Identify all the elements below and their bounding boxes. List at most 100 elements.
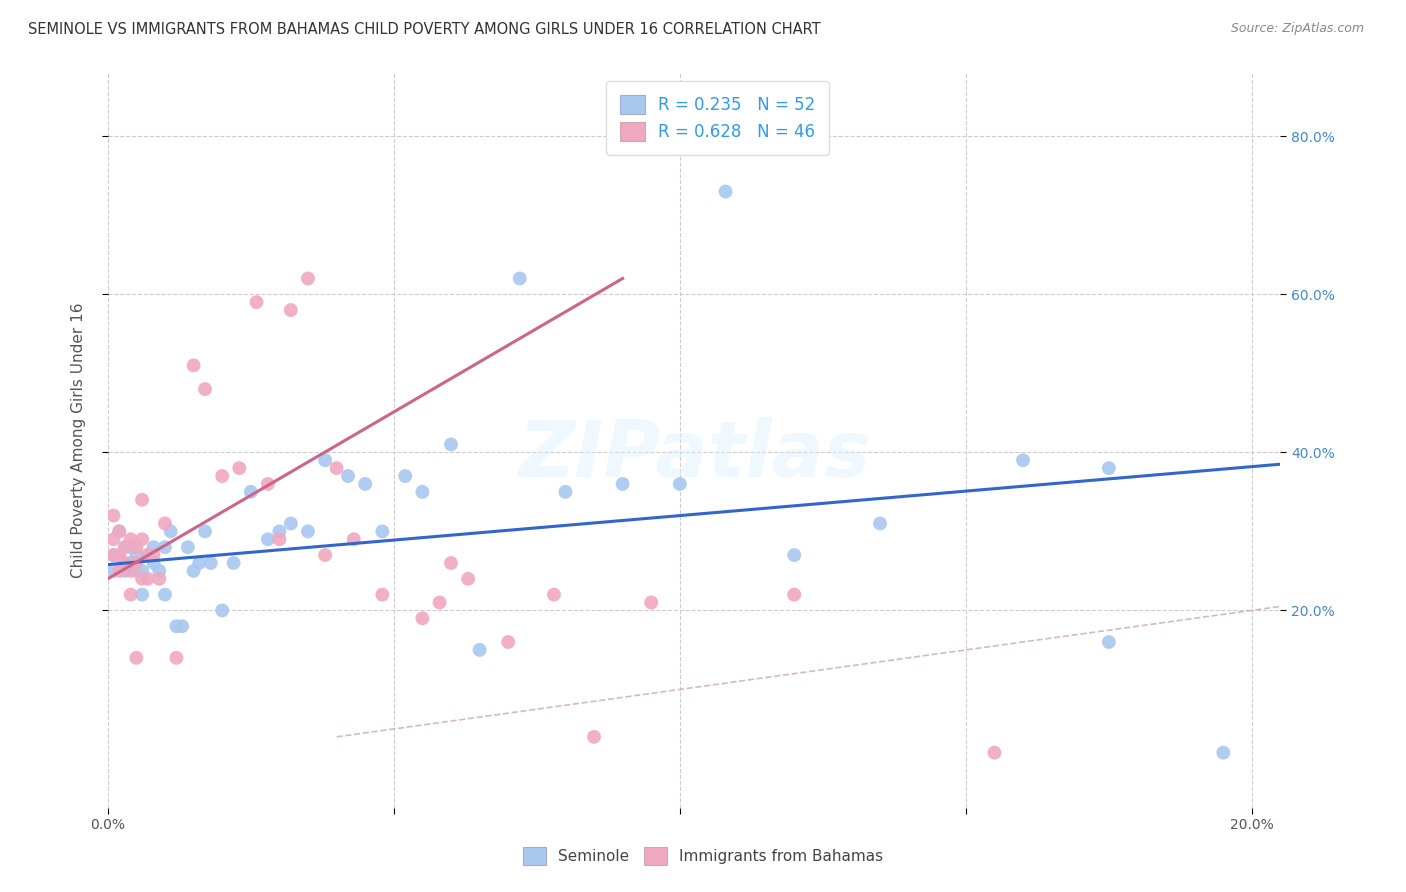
- Point: [142, 540, 165, 554]
- Point: [142, 548, 165, 562]
- Point: [669, 477, 692, 491]
- Point: [131, 533, 153, 547]
- Point: [120, 556, 142, 570]
- Point: [1098, 461, 1121, 475]
- Point: [468, 643, 491, 657]
- Point: [543, 588, 565, 602]
- Point: [103, 548, 125, 562]
- Point: [103, 533, 125, 547]
- Point: [108, 564, 131, 578]
- Point: [297, 271, 319, 285]
- Point: [114, 556, 136, 570]
- Point: [120, 540, 142, 554]
- Point: [165, 619, 187, 633]
- Point: [194, 524, 217, 539]
- Point: [103, 548, 125, 562]
- Point: [125, 650, 148, 665]
- Point: [125, 556, 148, 570]
- Point: [783, 588, 806, 602]
- Point: [103, 564, 125, 578]
- Point: [582, 730, 605, 744]
- Text: ZIPatlas: ZIPatlas: [517, 417, 870, 493]
- Point: [114, 540, 136, 554]
- Point: [1212, 746, 1234, 760]
- Point: [509, 271, 531, 285]
- Point: [148, 572, 170, 586]
- Point: [136, 572, 159, 586]
- Point: [148, 564, 170, 578]
- Point: [783, 548, 806, 562]
- Point: [142, 556, 165, 570]
- Point: [211, 469, 233, 483]
- Point: [640, 595, 662, 609]
- Point: [125, 564, 148, 578]
- Point: [222, 556, 245, 570]
- Point: [114, 564, 136, 578]
- Point: [371, 524, 394, 539]
- Point: [496, 635, 519, 649]
- Text: SEMINOLE VS IMMIGRANTS FROM BAHAMAS CHILD POVERTY AMONG GIRLS UNDER 16 CORRELATI: SEMINOLE VS IMMIGRANTS FROM BAHAMAS CHIL…: [28, 22, 821, 37]
- Point: [269, 533, 291, 547]
- Point: [136, 548, 159, 562]
- Point: [612, 477, 634, 491]
- Point: [131, 564, 153, 578]
- Point: [314, 453, 336, 467]
- Point: [108, 524, 131, 539]
- Point: [125, 548, 148, 562]
- Point: [131, 588, 153, 602]
- Point: [297, 524, 319, 539]
- Point: [131, 572, 153, 586]
- Point: [200, 556, 222, 570]
- Legend: Seminole, Immigrants from Bahamas: Seminole, Immigrants from Bahamas: [512, 837, 894, 875]
- Point: [108, 524, 131, 539]
- Point: [269, 524, 291, 539]
- Text: Source: ZipAtlas.com: Source: ZipAtlas.com: [1230, 22, 1364, 36]
- Point: [228, 461, 250, 475]
- Point: [343, 533, 366, 547]
- Point: [114, 540, 136, 554]
- Point: [411, 484, 433, 499]
- Point: [153, 540, 176, 554]
- Point: [239, 484, 262, 499]
- Point: [183, 564, 205, 578]
- Point: [136, 548, 159, 562]
- Point: [314, 548, 336, 562]
- Point: [125, 540, 148, 554]
- Point: [1012, 453, 1035, 467]
- Point: [325, 461, 347, 475]
- Point: [869, 516, 891, 531]
- Point: [457, 572, 479, 586]
- Point: [108, 548, 131, 562]
- Point: [153, 516, 176, 531]
- Point: [120, 533, 142, 547]
- Point: [714, 185, 737, 199]
- Point: [177, 540, 200, 554]
- Point: [280, 303, 302, 318]
- Point: [440, 437, 463, 451]
- Point: [194, 382, 217, 396]
- Point: [120, 588, 142, 602]
- Point: [354, 477, 377, 491]
- Point: [371, 588, 394, 602]
- Point: [554, 484, 576, 499]
- Point: [411, 611, 433, 625]
- Point: [429, 595, 451, 609]
- Point: [257, 533, 280, 547]
- Point: [337, 469, 360, 483]
- Point: [245, 295, 267, 310]
- Point: [257, 477, 280, 491]
- Point: [159, 524, 181, 539]
- Point: [165, 650, 187, 665]
- Point: [108, 548, 131, 562]
- Point: [120, 564, 142, 578]
- Point: [211, 603, 233, 617]
- Point: [188, 556, 211, 570]
- Point: [280, 516, 302, 531]
- Point: [183, 359, 205, 373]
- Point: [131, 492, 153, 507]
- Point: [103, 508, 125, 523]
- Point: [1098, 635, 1121, 649]
- Legend: R = 0.235   N = 52, R = 0.628   N = 46: R = 0.235 N = 52, R = 0.628 N = 46: [606, 81, 828, 155]
- Point: [983, 746, 1005, 760]
- Point: [172, 619, 194, 633]
